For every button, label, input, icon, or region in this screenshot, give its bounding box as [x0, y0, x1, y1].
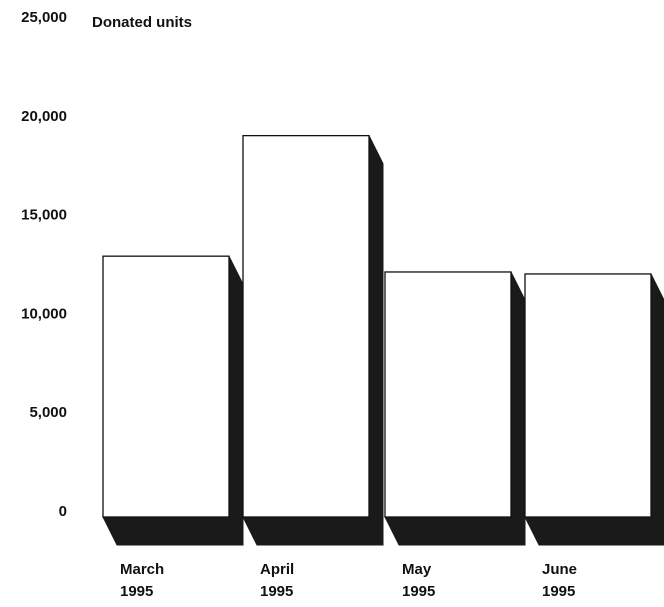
- x-tick-label-year: 1995: [260, 583, 293, 600]
- y-tick-label: 5,000: [29, 404, 67, 421]
- x-tick-label-month: April: [260, 561, 294, 578]
- bars-group: [102, 134, 664, 546]
- bar-bottom-shadow: [384, 516, 526, 546]
- x-tick-label-month: May: [402, 561, 432, 578]
- y-tick-label: 15,000: [21, 207, 67, 224]
- bar-side-shadow: [650, 273, 664, 545]
- bar-2: [242, 134, 384, 546]
- bar-face: [102, 255, 230, 518]
- bar-side-shadow: [228, 255, 244, 546]
- x-tick-label-year: 1995: [402, 583, 435, 600]
- x-tick-label-month: March: [120, 561, 164, 578]
- bar-face: [524, 273, 652, 518]
- bar-bottom-shadow: [524, 516, 664, 546]
- y-tick-label: 25,000: [21, 9, 67, 26]
- y-tick-label: 0: [59, 503, 67, 520]
- x-tick-label-year: 1995: [120, 583, 153, 600]
- chart-title: Donated units: [92, 14, 192, 31]
- x-tick-label-year: 1995: [542, 583, 575, 600]
- bar-4: [524, 273, 664, 546]
- bar-bottom-shadow: [102, 516, 244, 546]
- y-tick-label: 10,000: [21, 305, 67, 322]
- bar-bottom-shadow: [242, 516, 384, 546]
- bar-side-shadow: [510, 271, 526, 546]
- bar-1: [102, 255, 244, 546]
- x-tick-label-month: June: [542, 561, 577, 578]
- y-axis-ticks: 0 5,000 10,000 15,000 20,000 25,000: [21, 9, 67, 520]
- bar-3: [384, 271, 526, 546]
- bar-side-shadow: [368, 135, 384, 546]
- x-axis-labels: March 1995 April 1995 May 1995 June 1995: [120, 561, 577, 600]
- y-tick-label: 20,000: [21, 108, 67, 125]
- bar-face: [384, 271, 512, 518]
- bar-face: [242, 134, 370, 518]
